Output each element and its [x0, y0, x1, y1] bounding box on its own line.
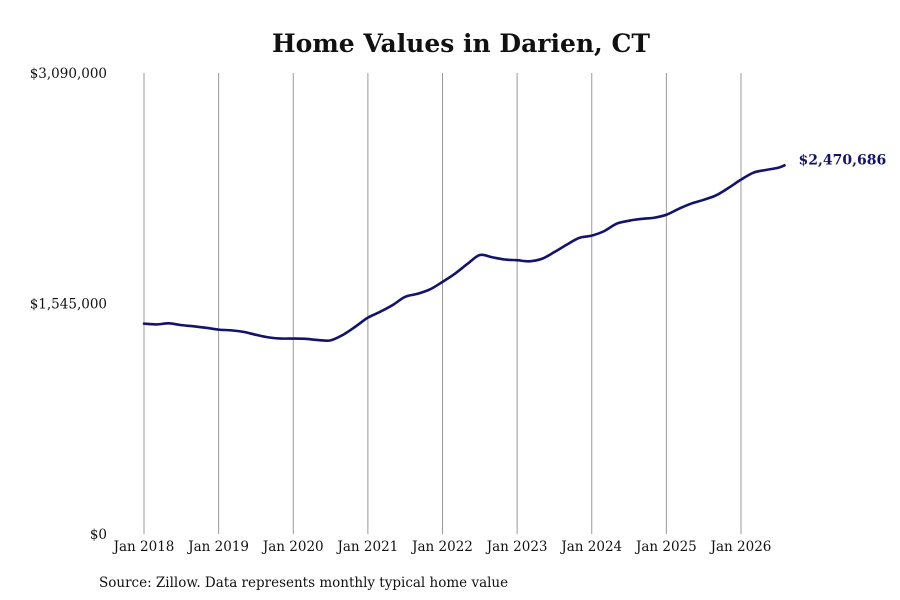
last-value-label: $2,470,686	[799, 152, 887, 168]
series-layer	[142, 164, 786, 343]
x-tick-label: Jan 2026	[709, 539, 772, 555]
chart-title: Home Values in Darien, CT	[272, 29, 650, 58]
x-axis-tick-labels: Jan 2018 Jan 2019 Jan 2020 Jan 2021 Jan 2022…	[112, 539, 772, 555]
y-axis-tick-labels: $3,090,000 $1,545,000 $0	[30, 66, 107, 543]
y-tick-label: $0	[90, 527, 107, 543]
x-tick-label: Jan 2025	[634, 539, 697, 555]
source-note: Source: Zillow. Data represents monthly …	[99, 575, 508, 591]
gridlines	[143, 73, 742, 534]
x-tick-label: Jan 2019	[186, 539, 249, 555]
home-value-line	[142, 164, 786, 343]
x-tick-label: Jan 2022	[410, 539, 473, 555]
x-tick-label: Jan 2018	[112, 539, 175, 555]
x-tick-label: Jan 2023	[485, 539, 548, 555]
x-tick-label: Jan 2021	[335, 539, 398, 555]
x-tick-label: Jan 2024	[559, 539, 622, 555]
y-tick-label: $1,545,000	[30, 297, 107, 313]
y-tick-label: $3,090,000	[30, 66, 107, 82]
x-tick-label: Jan 2020	[261, 539, 324, 555]
